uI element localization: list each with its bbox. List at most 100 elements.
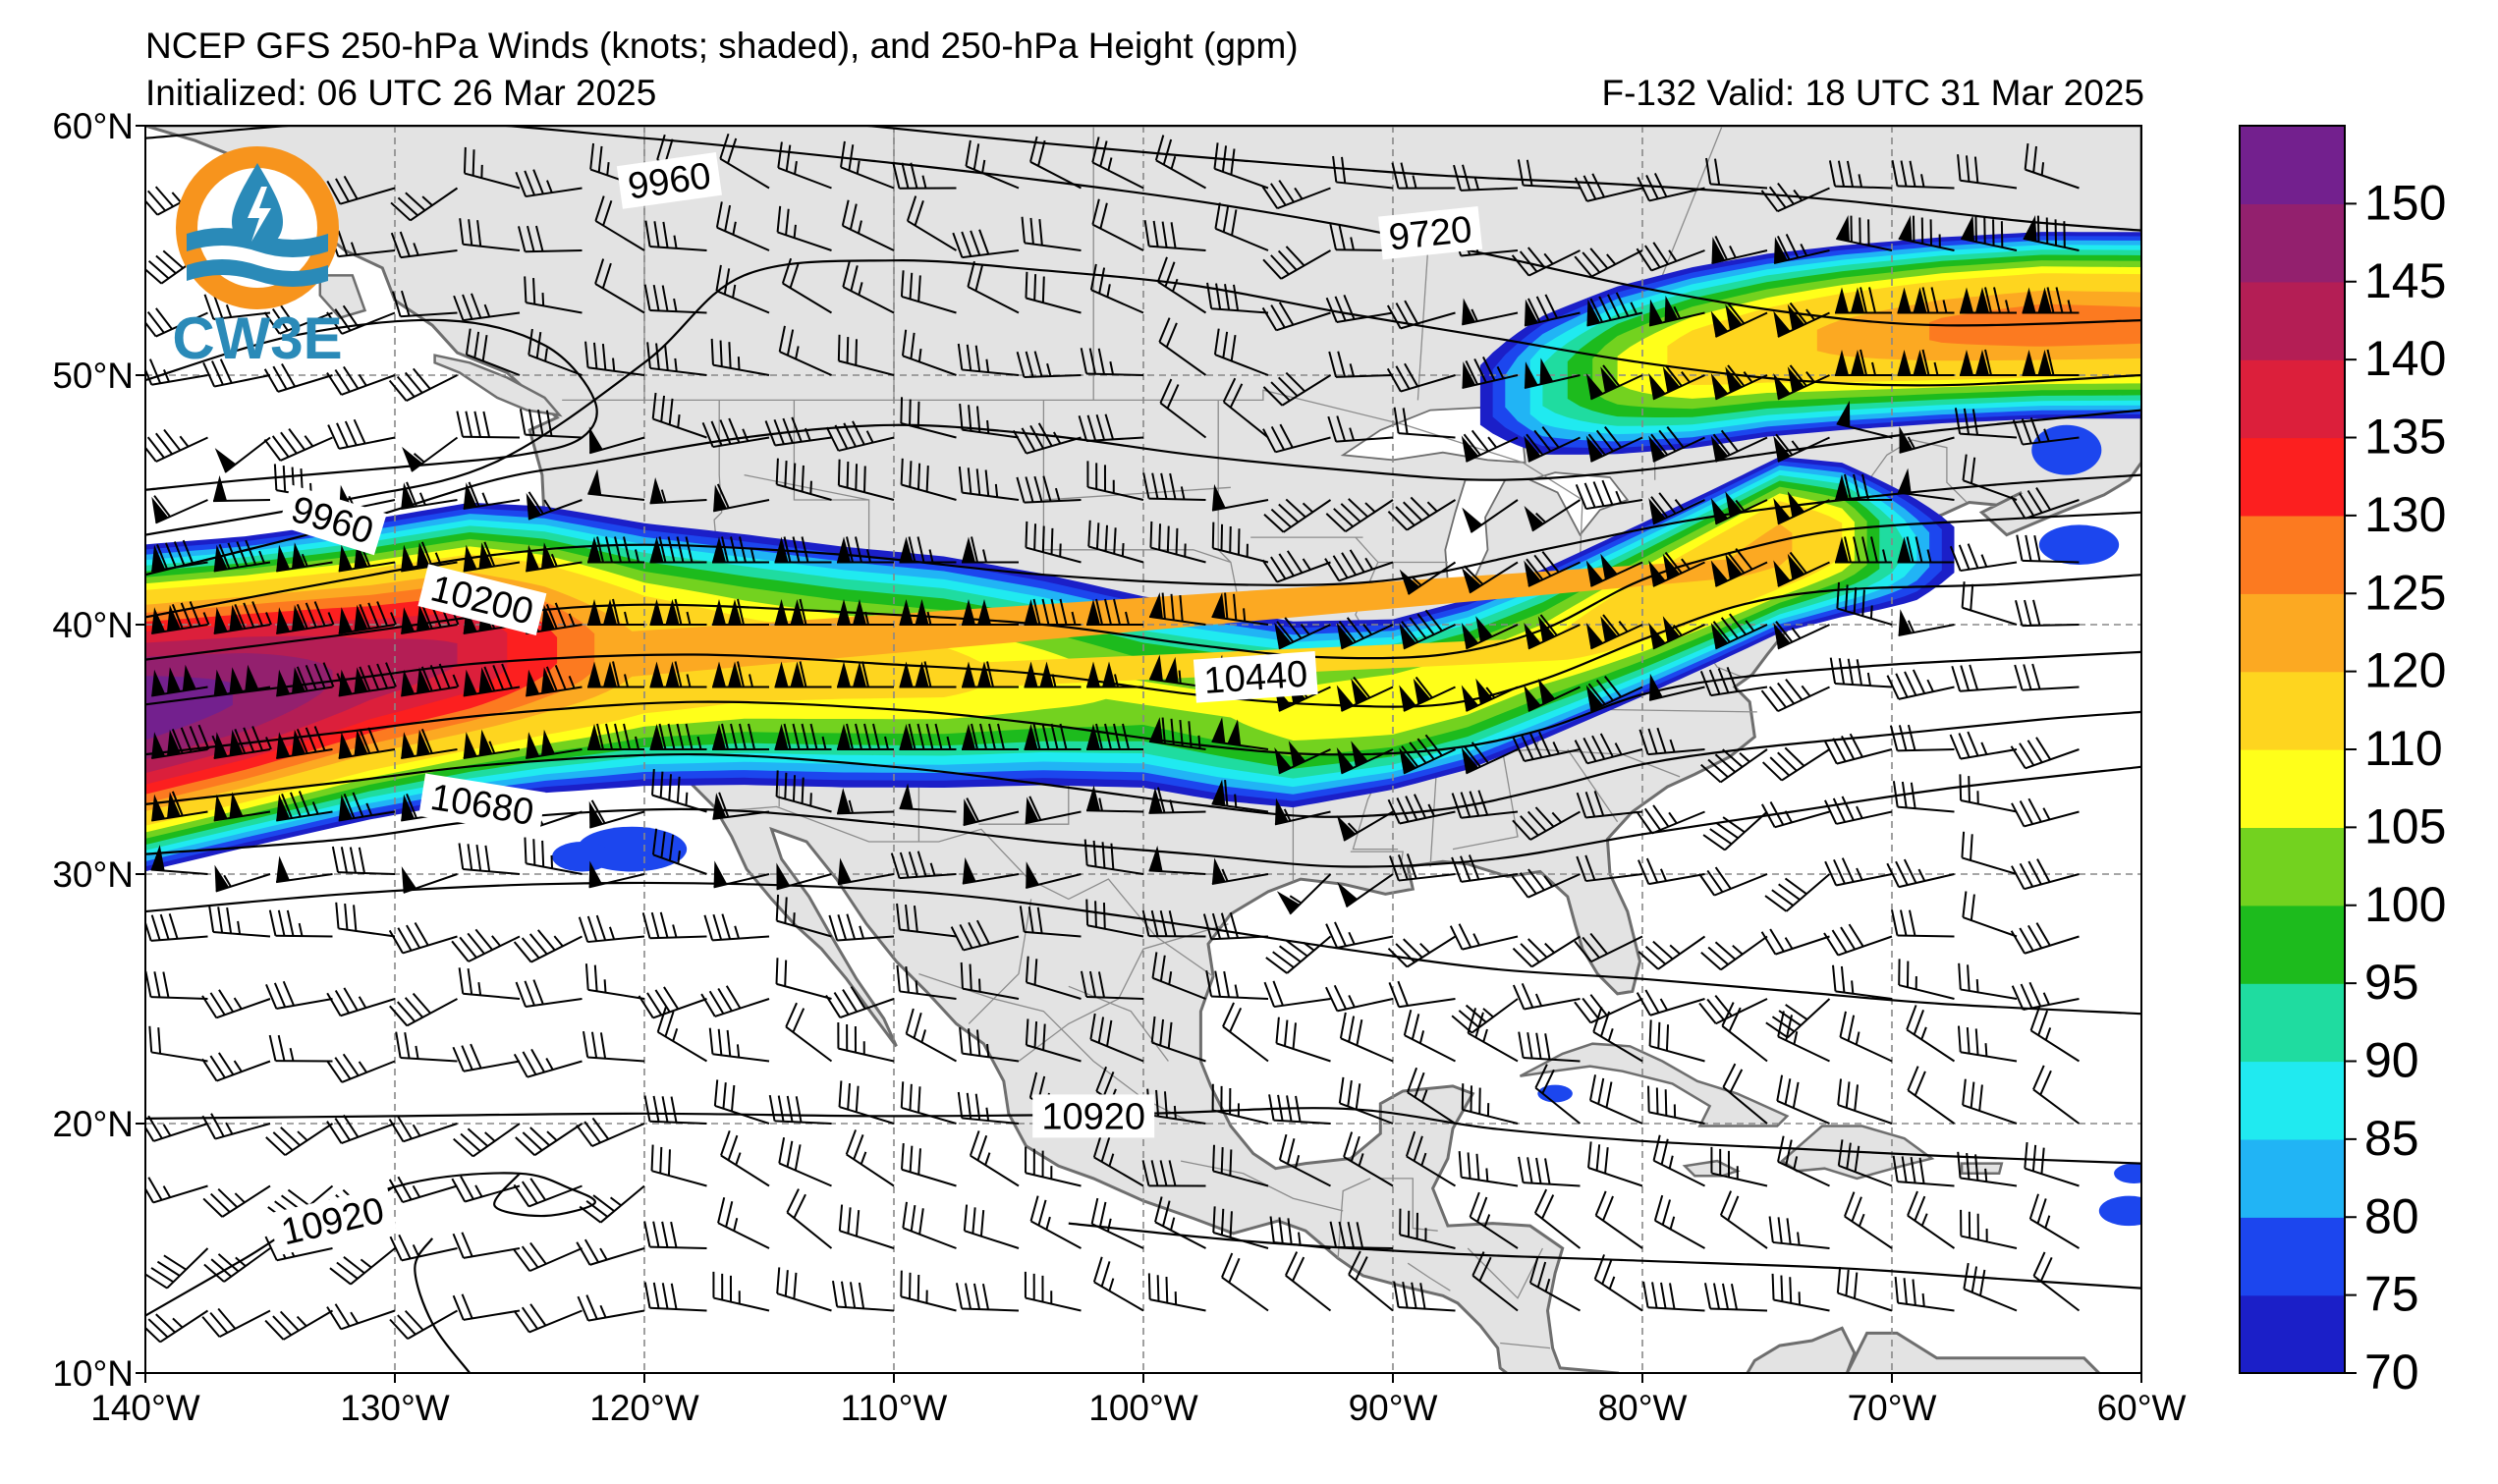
wind-barb (1087, 520, 1144, 564)
wind-barb (2011, 981, 2080, 1012)
colorbar-tick-label: 75 (2364, 1267, 2419, 1322)
wind-barb (2023, 214, 2080, 251)
wind-barb (203, 293, 271, 320)
wind-barb (1092, 1256, 1144, 1312)
wind-barb (1586, 292, 1643, 327)
wind-barb (957, 343, 1020, 376)
wind-barb (2010, 922, 2080, 955)
wind-barb (1722, 1063, 1768, 1125)
wind-barb (2016, 534, 2080, 564)
wind-barb (892, 162, 957, 190)
wind-barb (576, 1238, 645, 1266)
wind-barb (2011, 797, 2080, 828)
lat-tick-label: 40°N (52, 605, 134, 645)
wind-barb (1156, 256, 1207, 314)
wind-barb (1777, 1135, 1830, 1187)
colorbar-box (2240, 1061, 2345, 1140)
wind-barb (401, 866, 458, 894)
wind-barb (389, 992, 458, 1027)
wind-barb (1386, 300, 1456, 330)
wind-barb (1148, 592, 1206, 626)
wind-barb (391, 290, 458, 318)
wind-barb (527, 328, 583, 376)
wind-barb (890, 851, 957, 880)
wind-barb (1897, 287, 1955, 314)
wind-barb (1824, 857, 1893, 887)
wind-barb (515, 169, 583, 198)
lon-tick-label: 140°W (90, 1388, 200, 1428)
wind-barb (1325, 984, 1394, 1013)
wind-barb (2014, 663, 2080, 691)
wind-barb (1512, 935, 1582, 968)
wind-barb (276, 601, 335, 635)
wind-barb (1773, 551, 1830, 587)
wind-barb (1702, 810, 1768, 852)
wind-barb (1261, 550, 1331, 583)
wind-barb (201, 1307, 271, 1338)
wind-barb (1143, 220, 1206, 251)
wind-barb (1019, 906, 1082, 938)
lat-tick-label: 30°N (52, 854, 134, 895)
wind-barb (145, 1309, 209, 1344)
wind-barb (1150, 1016, 1206, 1063)
wind-barb (1710, 302, 1768, 338)
wind-barb (513, 1241, 583, 1273)
wind-barb (715, 201, 770, 251)
wind-barb (577, 1294, 645, 1322)
wind-barb (1261, 302, 1331, 332)
wind-barb (518, 225, 583, 253)
wind-barb (1399, 561, 1457, 595)
wind-barb (276, 726, 333, 760)
wind-barb (1016, 475, 1082, 504)
wind-barb (401, 481, 458, 511)
wind-barb (1771, 1273, 1830, 1312)
wind-barb (962, 661, 1019, 688)
height-contour (145, 650, 2141, 756)
wind-barb (1897, 536, 1955, 564)
wind-barb (1337, 873, 1394, 908)
speed-band-120 (145, 523, 1793, 811)
wind-barb (1329, 1221, 1394, 1249)
wind-barb (326, 304, 396, 335)
wind-barb (1222, 1002, 1269, 1063)
wind-barb (145, 913, 208, 942)
wind-barb (1222, 377, 1269, 439)
wind-barb (775, 770, 832, 813)
wind-barb (145, 428, 208, 463)
wind-barb (841, 199, 895, 251)
wind-barb (1949, 543, 2018, 573)
wind-barb (587, 536, 644, 564)
wind-barb (1462, 499, 1519, 533)
wind-barb (1211, 779, 1269, 813)
puerto-rico-land (1960, 1162, 2004, 1176)
wind-barb (1898, 609, 1955, 637)
boundary-line (744, 473, 869, 501)
wind-barb (275, 855, 333, 884)
wind-barb (955, 1283, 1020, 1312)
wind-barb (1897, 467, 1955, 501)
wind-barb (1836, 214, 1893, 251)
wind-barb (650, 1144, 707, 1187)
wind-barb (526, 491, 583, 521)
wind-barb (1957, 1025, 2018, 1063)
wind-barb (1843, 1191, 1893, 1249)
lon-tick-label: 90°W (1349, 1388, 1438, 1428)
wind-barb (1265, 935, 1332, 974)
wind-barb (831, 1280, 895, 1312)
wind-barb (1141, 909, 1206, 938)
wind-barb (719, 133, 770, 190)
wind-barb (2022, 349, 2080, 376)
wind-barb (1534, 1064, 1582, 1125)
wind-barb (838, 1080, 895, 1125)
wind-barb (1391, 162, 1456, 190)
wind-barb (1025, 1018, 1082, 1063)
wind-barb (1325, 498, 1394, 533)
wind-barb (837, 459, 895, 501)
wind-barb (265, 980, 333, 1010)
wind-barb (338, 727, 396, 760)
wind-barb (1336, 676, 1394, 712)
wind-barb (513, 929, 583, 963)
wind-barb (1469, 1191, 1519, 1249)
wind-barb (1453, 164, 1519, 192)
wind-barb (1594, 1190, 1643, 1249)
